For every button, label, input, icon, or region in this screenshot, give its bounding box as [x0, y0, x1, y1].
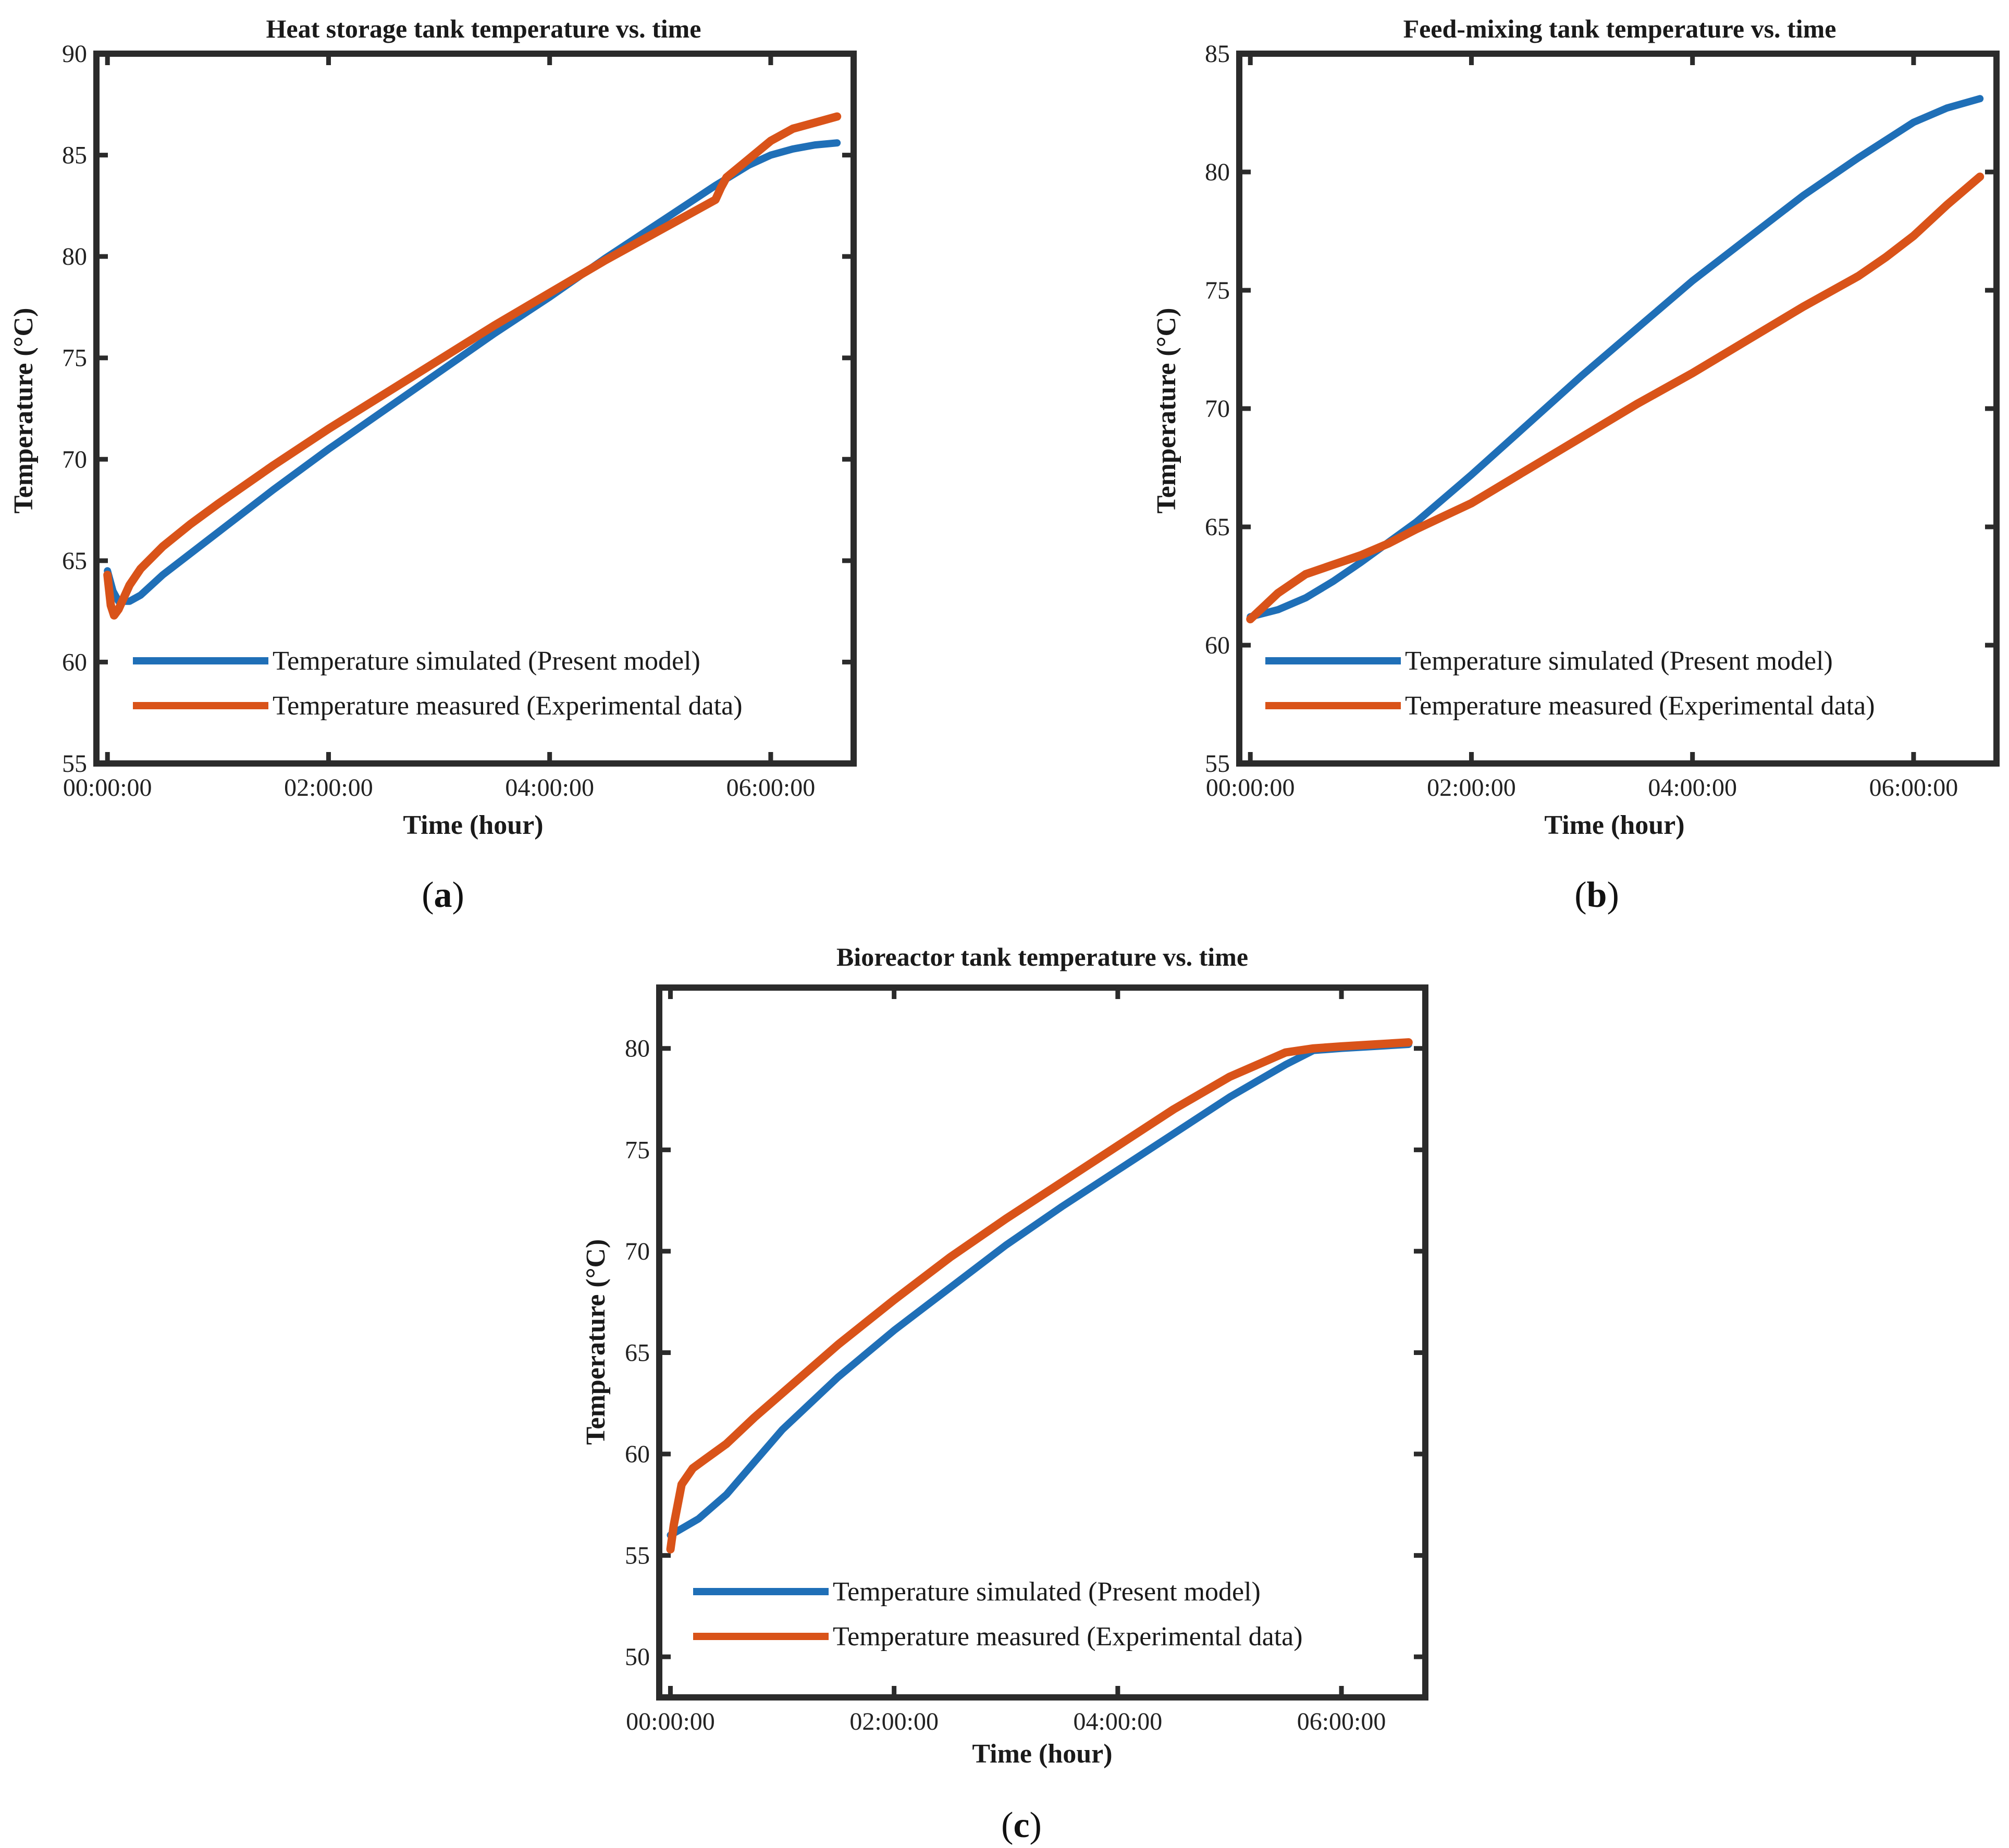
- plot-area: 55 60 65 70 75 80 85 90 00:00:00 02:00:00 04:00:00…: [62, 40, 857, 802]
- y-tick-label: 90: [62, 40, 87, 68]
- y-tick-label: 60: [1205, 632, 1230, 659]
- y-tick-label: 60: [62, 648, 87, 676]
- y-tick-label: 55: [625, 1542, 650, 1570]
- legend-label-measured: Temperature measured (Experimental data): [273, 691, 743, 721]
- y-tick-label: 65: [1205, 513, 1230, 541]
- y-tick-label: 70: [625, 1238, 650, 1265]
- legend-label-simulated: Temperature simulated (Present model): [273, 646, 700, 676]
- legend-label-measured: Temperature measured (Experimental data): [833, 1622, 1303, 1652]
- x-tick-label: 04:00:00: [505, 774, 594, 802]
- plot-area: 50 55 60 65 70 75 80 00:00:00 02:00:00 04:00:00 06…: [625, 984, 1428, 1735]
- y-tick-label: 85: [62, 142, 87, 169]
- plot-frame: [656, 984, 1428, 1701]
- chart-title: Heat storage tank temperature vs. time: [266, 14, 701, 43]
- y-tick-label: 85: [1205, 40, 1230, 68]
- legend-label-measured: Temperature measured (Experimental data): [1405, 691, 1875, 721]
- series-line-simulated: [1247, 95, 1984, 621]
- series-line-measured: [103, 112, 842, 620]
- y-tick-label: 75: [62, 344, 87, 372]
- legend: Temperature simulated (Present model) Tem…: [693, 1577, 1303, 1652]
- panel-caption: (c): [1001, 1805, 1042, 1845]
- chart-panel-c: Bioreactor tank temperature vs. time 505…: [581, 942, 1428, 1845]
- y-tick-label: 80: [1205, 158, 1230, 186]
- panel-caption: (b): [1574, 875, 1619, 915]
- x-axis-label: Time (hour): [1544, 810, 1684, 840]
- x-tick-label: 00:00:00: [1206, 774, 1295, 802]
- x-tick-label: 02:00:00: [284, 774, 373, 802]
- y-tick-label: 70: [62, 446, 87, 473]
- series-line-simulated: [104, 139, 841, 605]
- x-tick-label: 00:00:00: [63, 774, 152, 802]
- x-tick-label: 04:00:00: [1648, 774, 1737, 802]
- x-tick-label: 04:00:00: [1074, 1708, 1163, 1735]
- y-tick-label: 80: [625, 1035, 650, 1063]
- y-axis-label: Temperature (°C): [9, 308, 39, 514]
- chart-panel-a: Heat storage tank temperature vs. time 5…: [9, 14, 857, 915]
- x-axis-label: Time (hour): [403, 810, 543, 840]
- legend: Temperature simulated (Present model) Tem…: [1265, 646, 1875, 721]
- y-tick-label: 80: [62, 243, 87, 270]
- legend: Temperature simulated (Present model) Tem…: [133, 646, 743, 721]
- x-tick-label: 02:00:00: [1427, 774, 1516, 802]
- legend-label-simulated: Temperature simulated (Present model): [1405, 646, 1833, 676]
- y-tick-label: 55: [62, 750, 87, 778]
- y-tick-label: 55: [1205, 750, 1230, 778]
- x-tick-label: 00:00:00: [626, 1708, 715, 1735]
- panel-caption: (a): [422, 875, 464, 915]
- chart-title: Bioreactor tank temperature vs. time: [836, 942, 1248, 971]
- legend-label-simulated: Temperature simulated (Present model): [833, 1577, 1261, 1607]
- y-axis-label: Temperature (°C): [1152, 308, 1181, 514]
- y-tick-label: 65: [62, 547, 87, 575]
- x-axis-label: Time (hour): [972, 1739, 1112, 1769]
- plot-area: 55 60 65 70 75 80 85 00:00:00 02:00:00 04:00:00 06…: [1205, 40, 2000, 802]
- y-tick-label: 60: [625, 1440, 650, 1468]
- y-axis-label: Temperature (°C): [581, 1239, 611, 1445]
- chart-panel-b: Feed-mixing tank temperature vs. time 55…: [1152, 14, 2000, 915]
- y-tick-label: 75: [1205, 277, 1230, 304]
- x-tick-label: 02:00:00: [849, 1708, 939, 1735]
- x-tick-label: 06:00:00: [726, 774, 816, 802]
- y-tick-label: 70: [1205, 395, 1230, 423]
- x-tick-label: 06:00:00: [1297, 1708, 1386, 1735]
- y-tick-label: 75: [625, 1136, 650, 1164]
- x-tick-label: 06:00:00: [1869, 774, 1958, 802]
- y-tick-label: 65: [625, 1339, 650, 1366]
- y-tick-label: 50: [625, 1643, 650, 1671]
- series-line-measured: [666, 1038, 1413, 1554]
- series-line-measured: [1246, 173, 1985, 624]
- plot-frame: [93, 51, 857, 767]
- chart-title: Feed-mixing tank temperature vs. time: [1403, 14, 1837, 43]
